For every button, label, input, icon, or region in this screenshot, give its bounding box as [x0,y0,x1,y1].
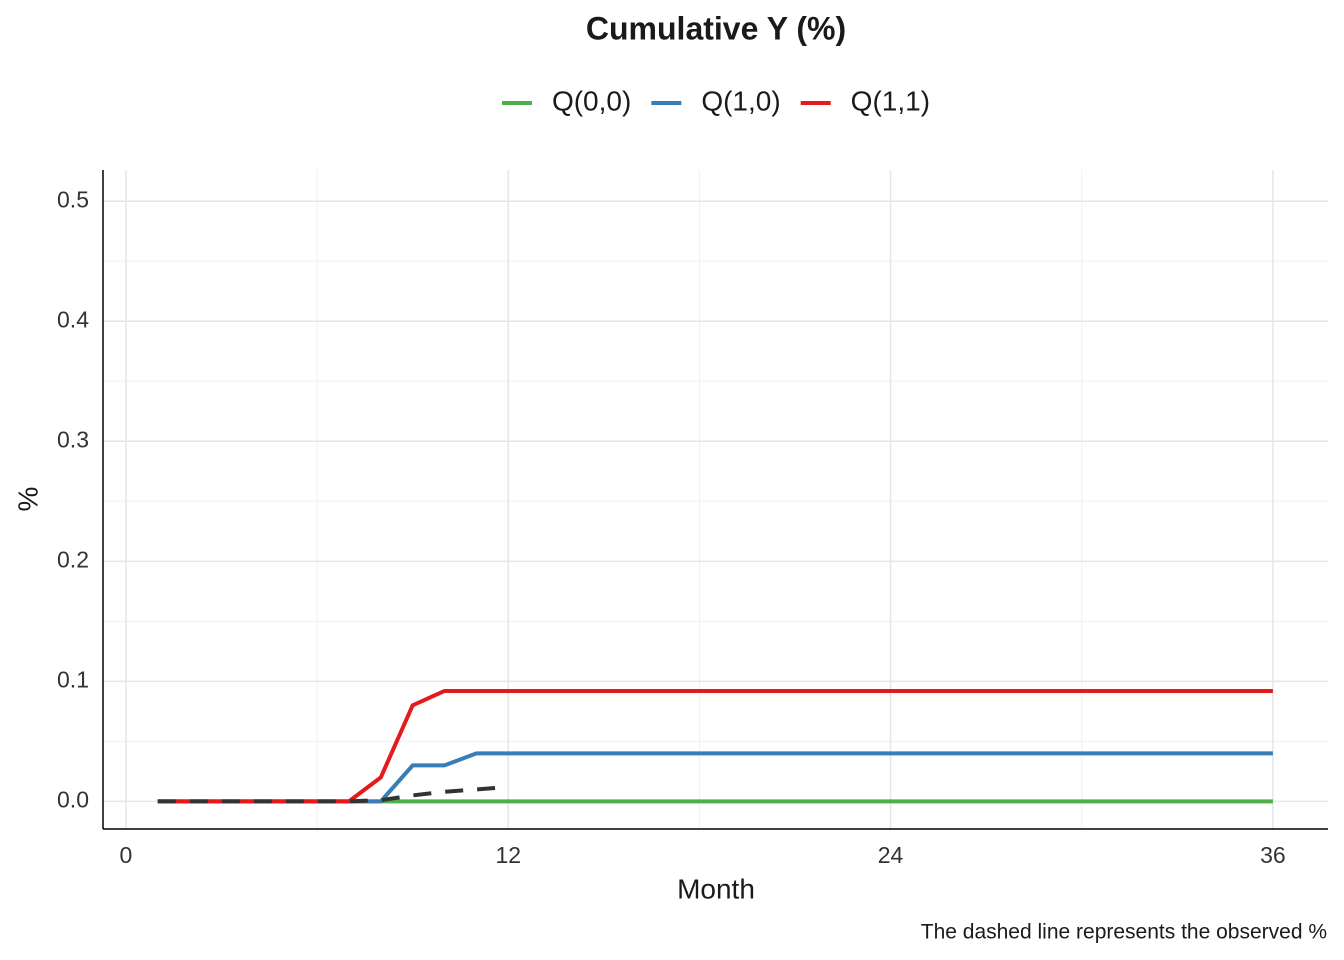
x-tick-label: 24 [878,842,904,868]
legend-label: Q(1,1) [851,85,930,116]
chart-title: Cumulative Y (%) [586,10,846,46]
legend-label: Q(0,0) [552,85,631,116]
legend-item: Q(1,1) [800,85,930,116]
y-tick-label: 0.0 [57,786,89,812]
y-tick-label: 0.3 [57,426,89,452]
grid [103,170,1328,829]
y-tick-label: 0.1 [57,666,89,692]
series-line [157,751,1273,804]
legend-label: Q(1,0) [701,85,780,116]
legend-item: Q(1,0) [651,85,781,116]
x-axis-title: Month [677,873,755,904]
x-tick-label: 0 [120,842,133,868]
y-tick-label: 0.5 [57,186,89,212]
x-tick-label: 36 [1260,842,1286,868]
legend-item: Q(0,0) [501,85,631,116]
legend: Q(0,0) Q(1,0) Q(1,1) [501,85,930,116]
y-tick-label: 0.2 [57,546,89,572]
observed-line [157,784,509,804]
caption: The dashed line represents the observed … [921,921,1327,944]
y-tick-label: 0.4 [57,306,89,332]
y-axis-title: % [12,487,43,512]
series-line [157,688,1273,804]
plot-lines [157,688,1273,804]
x-tick-label: 12 [495,842,521,868]
